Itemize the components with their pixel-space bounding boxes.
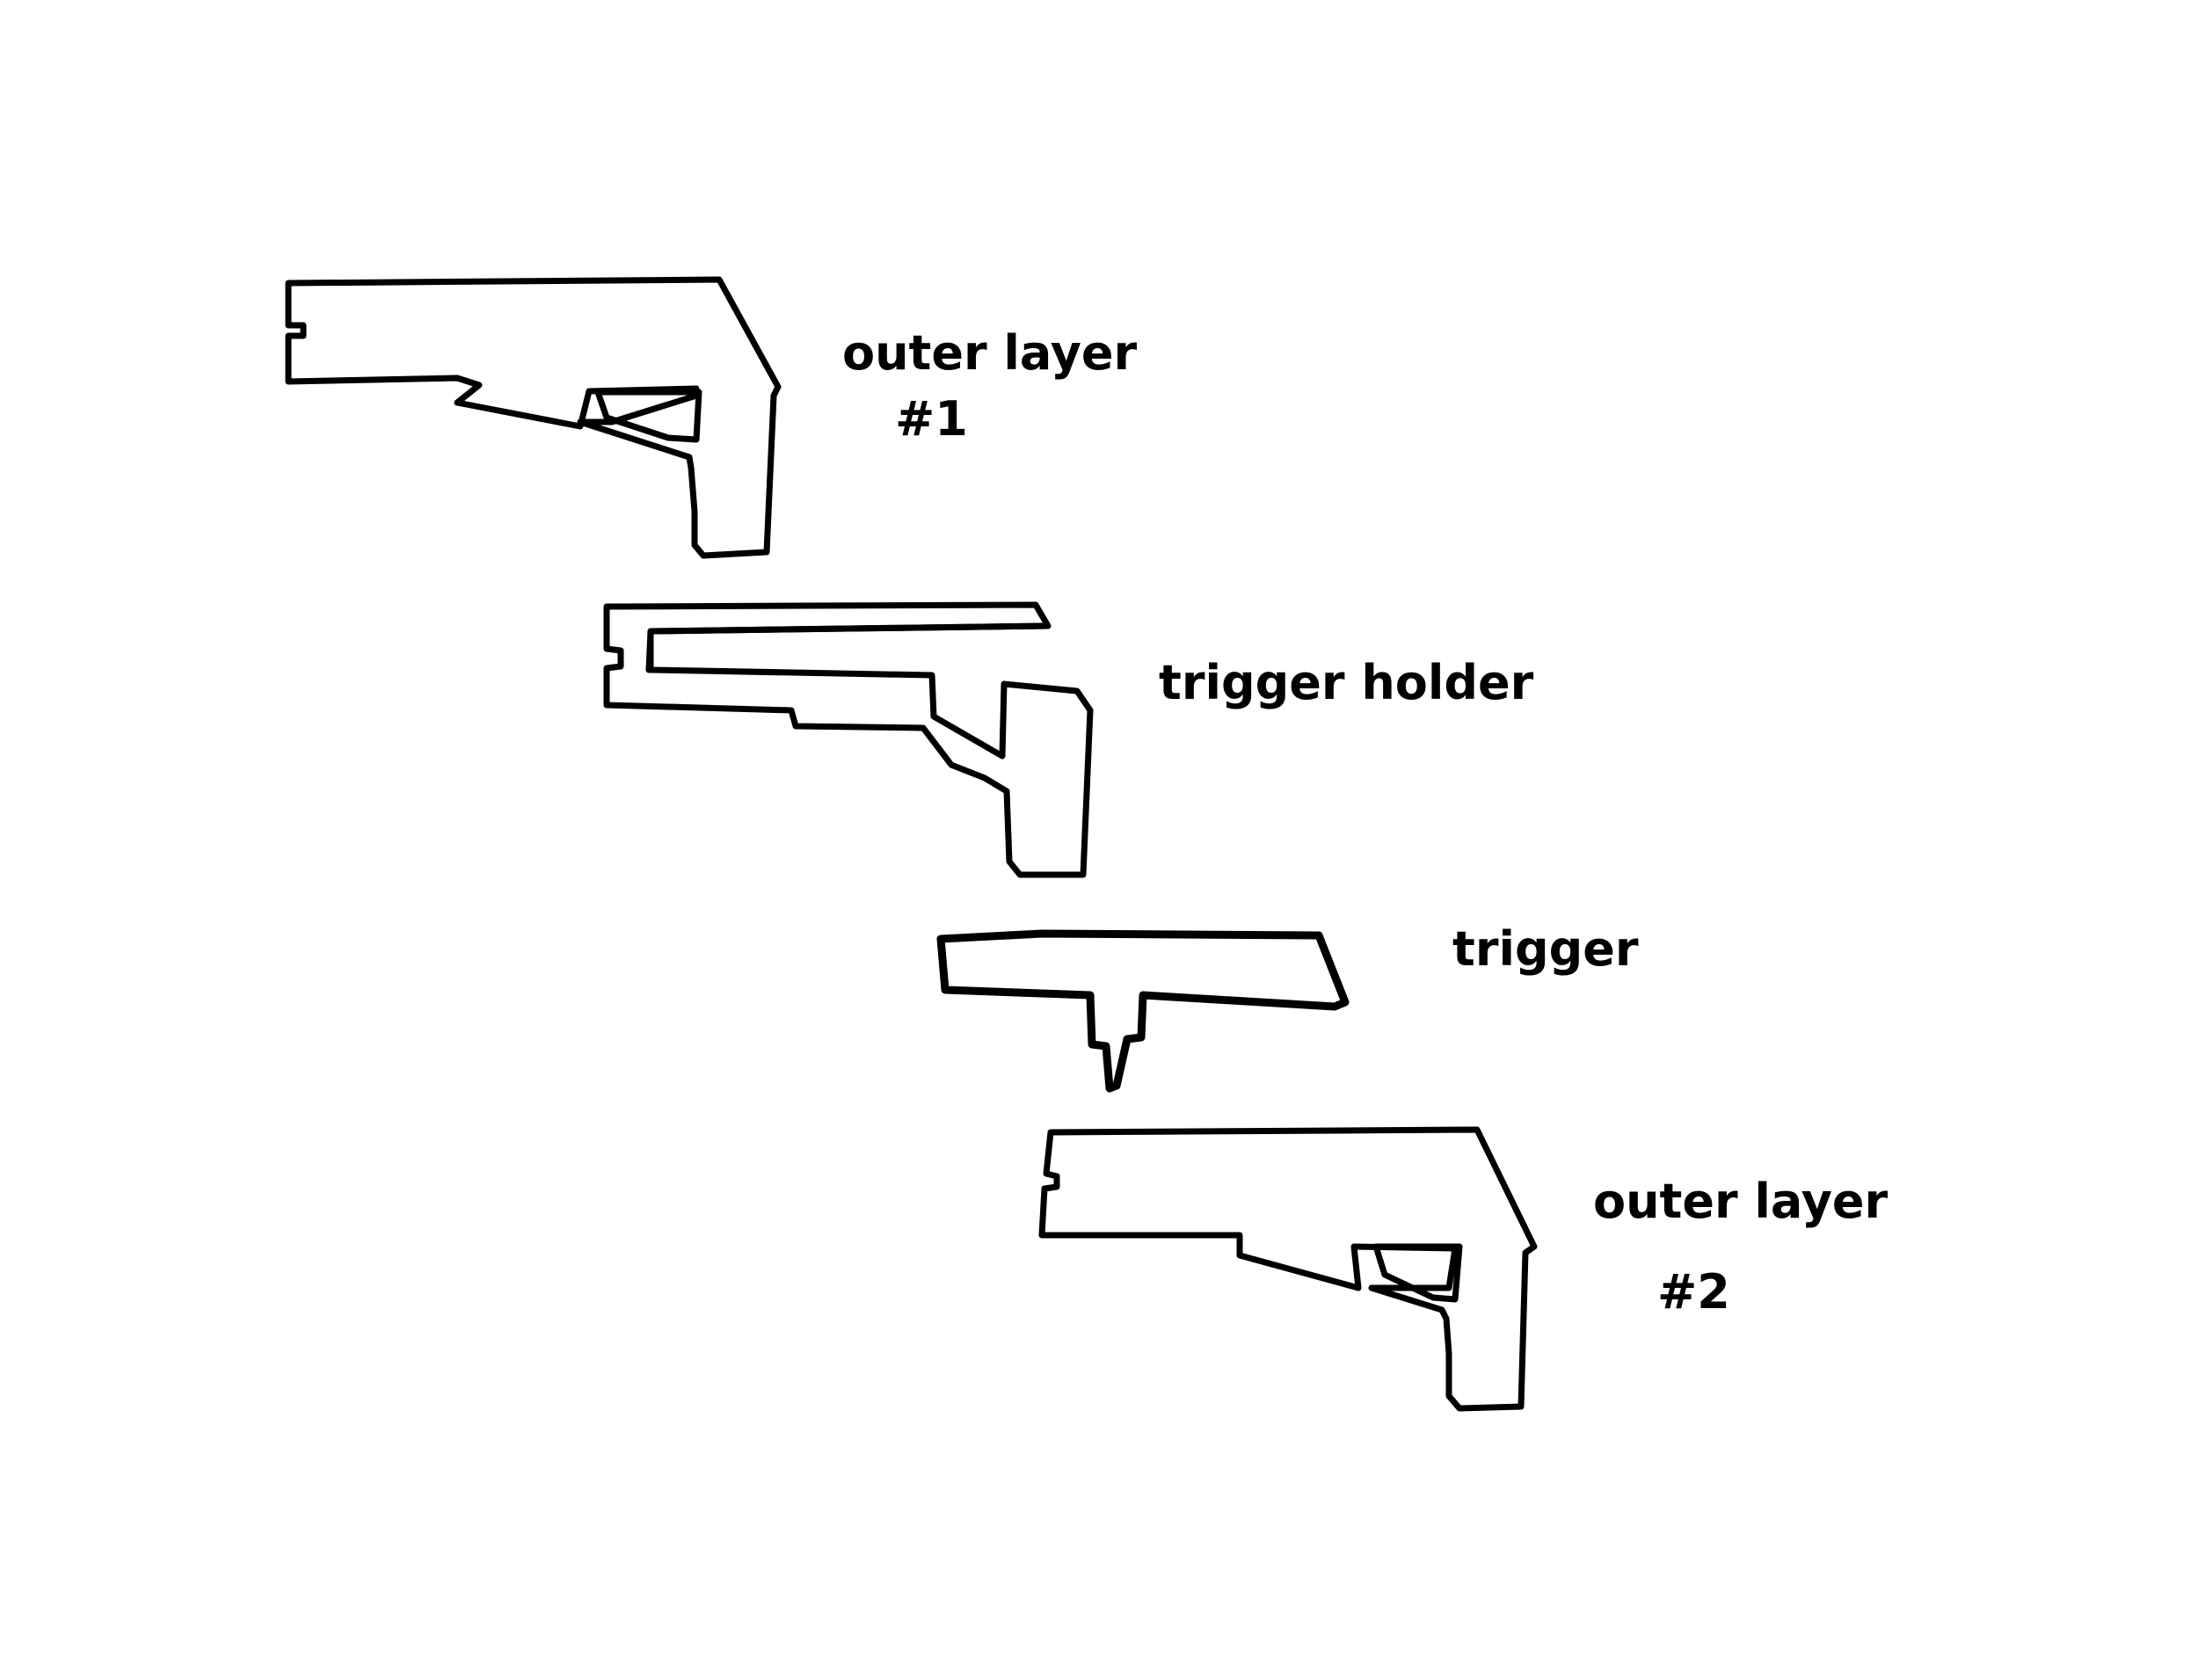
outer-layer-1-label: outer layer: [842, 325, 1138, 381]
part-outer-layer-2: [1038, 1126, 1538, 1412]
part-outer-layer-1: [285, 276, 782, 559]
outer-layer-2-label: outer layer: [1593, 1174, 1889, 1229]
trigger-holder-label: trigger holder: [1159, 655, 1534, 710]
outer-layer-1-outline: [285, 276, 782, 559]
outer-layer-2-outline: [1038, 1126, 1538, 1412]
outer-layer-1-number: #1: [895, 391, 968, 447]
part-trigger-holder: [603, 601, 1094, 878]
trigger-label: trigger: [1452, 921, 1639, 977]
outer-layer-1-grip-cutout: [594, 389, 702, 443]
outer-layer-2-number: #2: [1657, 1264, 1730, 1320]
trigger-holder-outer-outline: [603, 601, 1094, 878]
part-trigger: [936, 929, 1350, 1093]
trigger-outline: [936, 929, 1350, 1093]
trigger-holder-inner-channel: [645, 622, 1050, 673]
outer-layer-2-grip-cutout: [1372, 1243, 1463, 1303]
